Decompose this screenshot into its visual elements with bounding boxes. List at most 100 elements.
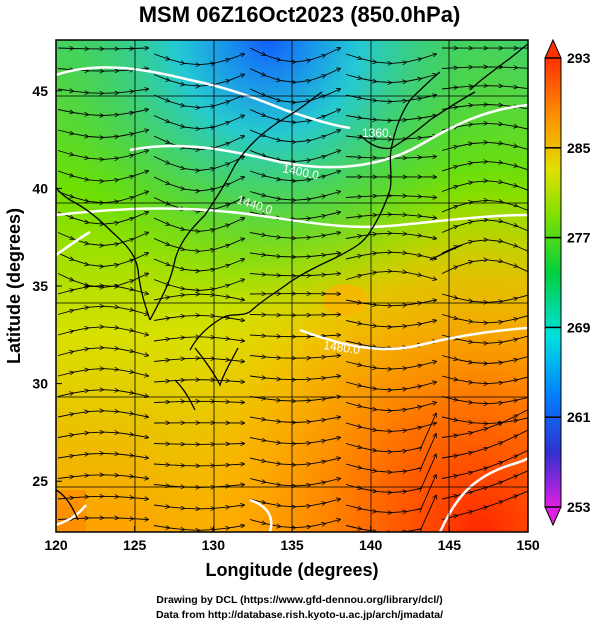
- streamline: [249, 110, 340, 123]
- streamline: [345, 382, 436, 390]
- grid-lines: [56, 40, 528, 532]
- contour-line: [56, 207, 528, 229]
- height-contours: [56, 66, 528, 532]
- colorbar-tick-label: 285: [567, 140, 591, 156]
- streamline: [249, 520, 340, 528]
- credit-line-data: Data from http://database.rish.kyoto-u.a…: [155, 609, 444, 621]
- streamline: [249, 479, 340, 486]
- streamline: [153, 136, 244, 150]
- x-tick-label: 120: [44, 537, 68, 553]
- streamline: [153, 526, 244, 531]
- streamline: [249, 130, 340, 142]
- coastline: [174, 379, 196, 411]
- streamline: [57, 518, 148, 520]
- streamline: [441, 162, 528, 171]
- streamline: [441, 86, 528, 89]
- streamline: [249, 458, 340, 465]
- colorbar-tick-label: 269: [567, 319, 591, 335]
- streamline: [153, 280, 244, 291]
- contour-line: [249, 498, 273, 532]
- contour-line: [438, 457, 528, 532]
- streamline: [441, 123, 528, 130]
- streamline: [249, 253, 340, 257]
- coastlines: [56, 43, 528, 521]
- streamline: [57, 390, 148, 397]
- x-tick-label: 150: [516, 537, 540, 553]
- streamline: [153, 315, 244, 320]
- contour-line: [129, 103, 528, 169]
- streamline: [57, 369, 148, 376]
- streamline: [57, 151, 148, 160]
- streamline: [345, 136, 436, 139]
- streamline: [441, 490, 528, 520]
- streamline: [249, 171, 340, 181]
- streamline: [57, 212, 148, 224]
- streamline: [345, 116, 436, 121]
- streamline: [345, 252, 436, 259]
- streamline: [345, 496, 436, 532]
- streamline: [441, 220, 528, 233]
- streamline: [345, 271, 436, 279]
- streamline: [153, 358, 244, 361]
- x-axis-label: Longitude (degrees): [205, 560, 378, 580]
- streamline: [345, 233, 436, 238]
- y-tick-label: 30: [32, 376, 48, 392]
- streamline: [153, 401, 244, 402]
- credit-line-drawing: Drawing by DCL (https://www.gfd-dennou.o…: [156, 594, 443, 606]
- streamline: [153, 54, 244, 65]
- contour-line: [56, 230, 91, 257]
- colorbar-tick-label: 293: [567, 50, 591, 66]
- coastline: [359, 91, 476, 150]
- streamline: [441, 397, 528, 404]
- x-tick-label: 140: [359, 537, 383, 553]
- streamline: [153, 464, 244, 466]
- contour-label: 1480.0: [323, 338, 362, 357]
- streamline: [441, 294, 528, 302]
- streamline: [249, 356, 340, 359]
- y-tick-label: 40: [32, 180, 48, 196]
- x-tick-label: 135: [280, 537, 304, 553]
- colorbar-ticks: 293 285 277 269 261 253: [545, 50, 591, 515]
- streamline: [249, 233, 340, 239]
- streamline: [441, 356, 528, 364]
- x-axis-ticks: 120 125 130 135 140 145 150: [44, 526, 540, 553]
- y-axis-ticks: 25 30 35 40 45: [32, 83, 62, 489]
- streamline: [153, 259, 244, 271]
- streamline: [249, 438, 340, 444]
- streamline: [441, 335, 528, 343]
- streamline: [57, 432, 148, 437]
- credits: Drawing by DCL (https://www.gfd-dennou.o…: [0, 593, 599, 623]
- streamline: [345, 54, 436, 63]
- streamline: [345, 214, 436, 218]
- coastline: [149, 91, 323, 321]
- streamline: [57, 253, 148, 267]
- coastline: [469, 43, 528, 91]
- streamline: [153, 239, 244, 252]
- streamline: [441, 67, 528, 69]
- contour-line: [56, 504, 87, 527]
- streamline: [57, 89, 148, 93]
- contour-line: [299, 326, 528, 351]
- coastline: [429, 244, 463, 261]
- streamline: [249, 397, 340, 402]
- streamline: [153, 157, 244, 171]
- colorbar-tick-label: 253: [567, 499, 591, 515]
- x-tick-label: 125: [123, 537, 147, 553]
- contour-line: [56, 66, 351, 130]
- streamline: [57, 171, 148, 181]
- streamline: [57, 110, 148, 116]
- streamline: [441, 260, 528, 274]
- streamline: [249, 48, 340, 62]
- streamline: [249, 376, 340, 380]
- coastline: [56, 489, 79, 521]
- map-title: MSM 06Z16Oct2023 (850.0hPa): [138, 2, 461, 27]
- colorbar-tick-label: 277: [567, 230, 591, 246]
- streamline: [345, 196, 436, 198]
- streamline: [57, 453, 148, 458]
- coastline: [189, 71, 441, 351]
- streamline: [249, 69, 340, 83]
- streamline: [57, 286, 148, 294]
- streamline: [57, 327, 148, 335]
- streamline: [153, 444, 244, 445]
